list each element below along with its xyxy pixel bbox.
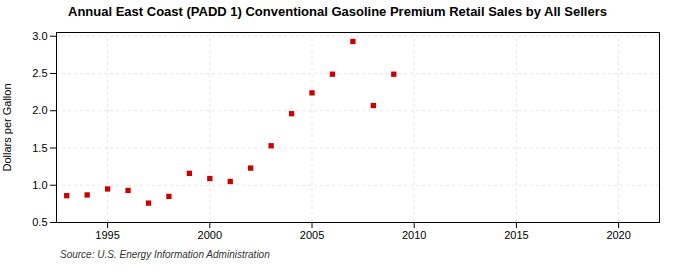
svg-text:2.0: 2.0 [32, 104, 47, 116]
svg-text:1995: 1995 [95, 229, 119, 241]
svg-text:1.5: 1.5 [32, 142, 47, 154]
svg-text:2020: 2020 [606, 229, 630, 241]
svg-text:2000: 2000 [198, 229, 222, 241]
svg-text:2005: 2005 [300, 229, 324, 241]
svg-text:1.0: 1.0 [32, 179, 47, 191]
svg-text:2015: 2015 [504, 229, 528, 241]
svg-text:2010: 2010 [402, 229, 426, 241]
svg-text:0.5: 0.5 [32, 216, 47, 228]
html-text:Annual East Coast (PADD 1) Con: Annual East Coast (PADD 1) Conventional … [68, 4, 607, 19]
svg-text:2.5: 2.5 [32, 67, 47, 79]
svg-text:Dollars per Gallon: Dollars per Gallon [1, 83, 13, 171]
svg-text:3.0: 3.0 [32, 30, 47, 42]
html-text:Source: U.S. Energy Informatio: Source: U.S. Energy Information Administ… [60, 249, 270, 260]
